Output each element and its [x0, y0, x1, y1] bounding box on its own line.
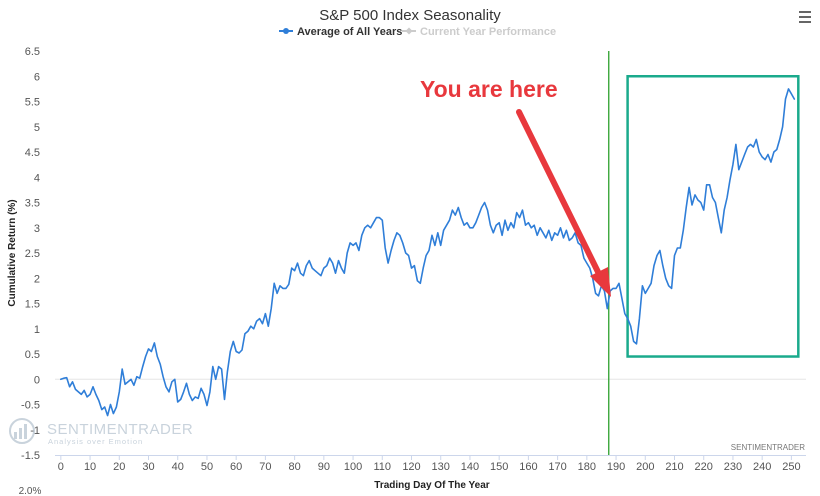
x-tick-label: 140: [461, 461, 479, 473]
legend-item-current-year[interactable]: Current Year Performance: [402, 26, 556, 38]
bottom-left-label: 2.0%: [19, 486, 42, 496]
y-axis-title: Cumulative Return (%): [7, 199, 18, 306]
x-tick-label: 20: [113, 461, 125, 473]
x-axis-ticks: 0 10 20 30 40 50 60 70 80 90 100 110 120 130 140 150 160…: [58, 455, 801, 473]
hamburger-menu-icon[interactable]: [799, 11, 811, 23]
x-tick-label: 70: [259, 461, 271, 473]
x-tick-label: 100: [344, 461, 362, 473]
x-tick-label: 160: [519, 461, 537, 473]
x-tick-label: 130: [432, 461, 450, 473]
x-tick-label: 220: [695, 461, 713, 473]
y-tick-label: 2.5: [25, 248, 40, 260]
x-tick-label: 50: [201, 461, 213, 473]
y-tick-label: 6: [34, 71, 40, 83]
x-tick-label: 230: [724, 461, 742, 473]
y-tick-label: 1: [34, 324, 40, 336]
y-tick-label: 0.5: [25, 349, 40, 361]
y-tick-label: 1.5: [25, 299, 40, 311]
x-tick-label: 240: [753, 461, 771, 473]
watermark-brand: SENTIMENTRADER: [47, 421, 193, 438]
legend-label-current-year: Current Year Performance: [420, 26, 556, 38]
x-tick-label: 250: [782, 461, 800, 473]
legend: Average of All Years Current Year Perfor…: [279, 26, 556, 38]
x-tick-label: 120: [402, 461, 420, 473]
chart-title: S&P 500 Index Seasonality: [319, 7, 501, 24]
x-tick-label: 60: [230, 461, 242, 473]
legend-marker-average: [283, 28, 289, 34]
y-axis-ticks: 6.5 6 5.5 5 4.5 4 3.5 3 2.5 2 1.5 1 0.5 0 -0.5 -1 -1.5: [21, 46, 40, 462]
series-line-average: [60, 88, 796, 417]
chart-credit: SENTIMENTRADER: [731, 443, 805, 452]
annotation-arrow: [516, 109, 611, 297]
x-tick-label: 180: [578, 461, 596, 473]
y-tick-label: 5.5: [25, 97, 40, 109]
y-tick-label: 4: [34, 172, 40, 184]
y-tick-label: 2: [34, 273, 40, 285]
x-tick-label: 170: [548, 461, 566, 473]
x-tick-label: 80: [288, 461, 300, 473]
x-tick-label: 200: [636, 461, 654, 473]
x-tick-label: 110: [374, 461, 392, 473]
y-tick-label: 5: [34, 122, 40, 134]
y-tick-label: -0.5: [21, 400, 40, 412]
x-tick-label: 10: [84, 461, 96, 473]
y-tick-label: -1.5: [21, 450, 40, 462]
highlight-box: [626, 75, 800, 358]
y-tick-label: 6.5: [25, 46, 40, 58]
legend-item-average[interactable]: Average of All Years: [279, 26, 402, 38]
x-tick-label: 40: [172, 461, 184, 473]
x-tick-label: 150: [490, 461, 508, 473]
y-tick-label: 3: [34, 223, 40, 235]
y-tick-label: 3.5: [25, 198, 40, 210]
x-tick-label: 30: [142, 461, 154, 473]
legend-marker-current-year: [405, 27, 413, 35]
chart-logo-icon: [9, 418, 35, 444]
y-tick-label: 0: [34, 374, 40, 386]
annotation-text: You are here: [420, 76, 558, 102]
x-tick-label: 210: [665, 461, 683, 473]
y-tick-label: 4.5: [25, 147, 40, 159]
legend-label-average: Average of All Years: [297, 26, 402, 38]
x-tick-label: 190: [607, 461, 625, 473]
watermark: SENTIMENTRADER Analysis over Emotion: [9, 418, 193, 446]
watermark-tagline: Analysis over Emotion: [48, 437, 143, 446]
x-tick-label: 0: [58, 461, 64, 473]
x-tick-label: 90: [318, 461, 330, 473]
x-axis-title: Trading Day Of The Year: [374, 480, 490, 491]
y-tick-label: -1: [30, 425, 40, 437]
